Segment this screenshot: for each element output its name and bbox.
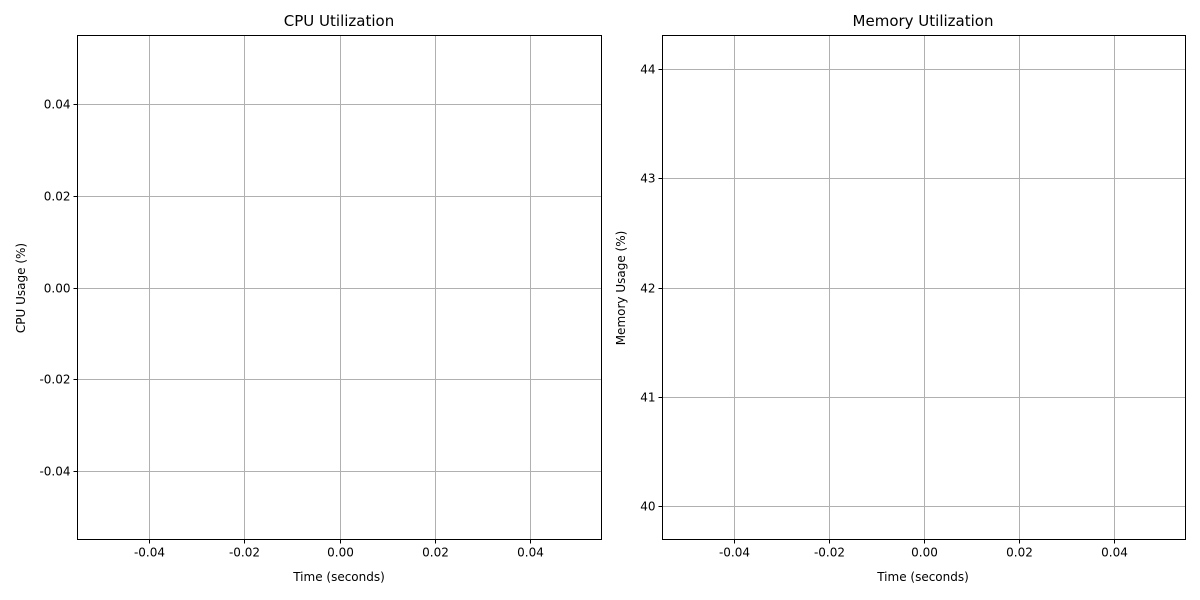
x-tick-label: 0.04: [517, 546, 544, 560]
y-tick-label: -0.04: [39, 465, 70, 479]
y-tick-label: 43: [640, 172, 655, 186]
chart-title: CPU Utilization: [284, 12, 394, 30]
grid: [662, 35, 1186, 540]
y-tick-label: 42: [640, 282, 655, 296]
x-tick-label: 0.02: [1006, 546, 1033, 560]
x-tick-label: -0.04: [134, 546, 165, 560]
x-tick-label: -0.02: [814, 546, 845, 560]
x-axis-label: Time (seconds): [876, 570, 969, 584]
y-axis-label: Memory Usage (%): [614, 231, 628, 346]
plot-area: [662, 35, 1186, 540]
ticks: -0.04 -0.02 0.00 0.02 0.04 40 41 42 43 44: [640, 63, 1128, 560]
x-tick-label: 0.00: [911, 546, 938, 560]
y-tick-label: -0.02: [39, 373, 70, 387]
plot-area: [77, 35, 602, 540]
y-tick-label: 44: [640, 63, 655, 77]
y-tick-label: 40: [640, 500, 655, 514]
ticks: -0.04 -0.02 0.00 0.02 0.04 -0.04 -0.02 0.00 0.02…: [39, 98, 543, 560]
y-tick-label: 0.00: [44, 282, 71, 296]
y-tick-label: 0.02: [44, 190, 71, 204]
chart-title: Memory Utilization: [853, 12, 994, 30]
x-tick-label: 0.00: [327, 546, 354, 560]
x-tick-label: -0.02: [229, 546, 260, 560]
y-tick-label: 41: [640, 391, 655, 405]
y-tick-label: 0.04: [44, 98, 71, 112]
x-tick-label: 0.04: [1101, 546, 1128, 560]
memory-chart-panel: Memory Utilization -0.04 -0.02 0.00 0.02 0.0…: [614, 12, 1186, 584]
cpu-chart-panel: CPU Utilization -0.04 -0.02 0.00 0.02 0.04-0…: [14, 12, 602, 584]
x-tick-label: -0.04: [719, 546, 750, 560]
x-tick-label: 0.02: [422, 546, 449, 560]
y-axis-label: CPU Usage (%): [14, 243, 28, 333]
grid: [77, 35, 602, 540]
x-axis-label: Time (seconds): [292, 570, 385, 584]
